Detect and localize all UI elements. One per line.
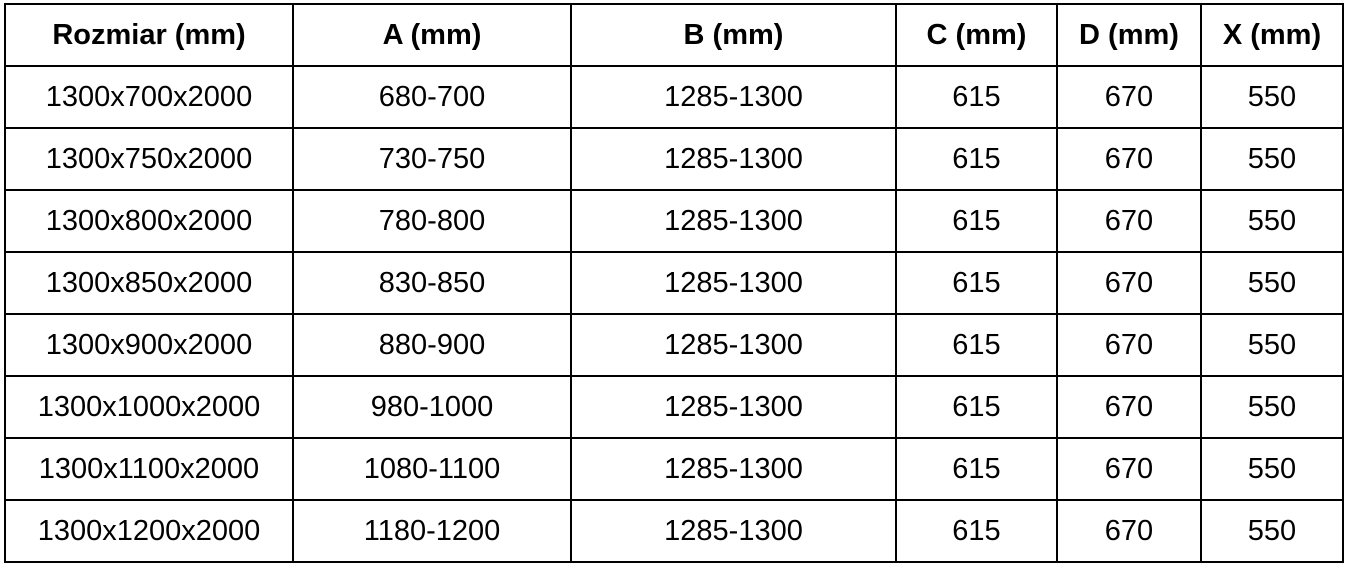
table-cell: 730-750 bbox=[292, 127, 572, 191]
table-cell: 1300x750x2000 bbox=[4, 127, 294, 191]
table-row: 1300x1000x2000 980-1000 1285-1300 615 670 550 bbox=[4, 375, 1344, 439]
table-cell: 1285-1300 bbox=[570, 499, 897, 563]
table-cell: 1285-1300 bbox=[570, 251, 897, 315]
table-cell: 550 bbox=[1200, 189, 1344, 253]
table-cell: 615 bbox=[895, 375, 1058, 439]
table-row: 1300x800x2000 780-800 1285-1300 615 670 550 bbox=[4, 189, 1344, 253]
table-row: 1300x1100x2000 1080-1100 1285-1300 615 670 55… bbox=[4, 437, 1344, 501]
table-cell: 1300x700x2000 bbox=[4, 65, 294, 129]
table-cell: 550 bbox=[1200, 251, 1344, 315]
table-cell: 1300x800x2000 bbox=[4, 189, 294, 253]
table-cell: 1300x900x2000 bbox=[4, 313, 294, 377]
table-cell: 550 bbox=[1200, 65, 1344, 129]
table-cell: 615 bbox=[895, 65, 1058, 129]
table-cell: 670 bbox=[1056, 65, 1202, 129]
table-header: Rozmiar (mm) A (mm) B (mm) C (mm) D (mm) X (m… bbox=[4, 3, 1344, 67]
table-cell: 615 bbox=[895, 313, 1058, 377]
table-cell: 1285-1300 bbox=[570, 127, 897, 191]
table-cell: 615 bbox=[895, 437, 1058, 501]
column-header: Rozmiar (mm) bbox=[4, 3, 294, 67]
table-cell: 1180-1200 bbox=[292, 499, 572, 563]
table-cell: 670 bbox=[1056, 251, 1202, 315]
table-cell: 550 bbox=[1200, 437, 1344, 501]
column-header: B (mm) bbox=[570, 3, 897, 67]
column-header: D (mm) bbox=[1056, 3, 1202, 67]
table-cell: 1285-1300 bbox=[570, 189, 897, 253]
table-cell: 615 bbox=[895, 499, 1058, 563]
table-cell: 670 bbox=[1056, 499, 1202, 563]
table-cell: 1080-1100 bbox=[292, 437, 572, 501]
table-cell: 1285-1300 bbox=[570, 313, 897, 377]
table-row: 1300x1200x2000 1180-1200 1285-1300 615 670 55… bbox=[4, 499, 1344, 563]
table-cell: 550 bbox=[1200, 375, 1344, 439]
table-cell: 780-800 bbox=[292, 189, 572, 253]
table-row: 1300x750x2000 730-750 1285-1300 615 670 550 bbox=[4, 127, 1344, 191]
table-cell: 980-1000 bbox=[292, 375, 572, 439]
column-header: C (mm) bbox=[895, 3, 1058, 67]
table-cell: 1300x850x2000 bbox=[4, 251, 294, 315]
table-row: 1300x850x2000 830-850 1285-1300 615 670 550 bbox=[4, 251, 1344, 315]
table-cell: 670 bbox=[1056, 127, 1202, 191]
table-cell: 880-900 bbox=[292, 313, 572, 377]
table-cell: 1300x1200x2000 bbox=[4, 499, 294, 563]
size-table-container: Rozmiar (mm) A (mm) B (mm) C (mm) D (mm) X (m… bbox=[4, 3, 1344, 563]
table-header-row: Rozmiar (mm) A (mm) B (mm) C (mm) D (mm) X (m… bbox=[4, 3, 1344, 67]
table-cell: 670 bbox=[1056, 313, 1202, 377]
table-cell: 830-850 bbox=[292, 251, 572, 315]
table-row: 1300x900x2000 880-900 1285-1300 615 670 550 bbox=[4, 313, 1344, 377]
table-cell: 680-700 bbox=[292, 65, 572, 129]
table-row: 1300x700x2000 680-700 1285-1300 615 670 550 bbox=[4, 65, 1344, 129]
table-cell: 550 bbox=[1200, 499, 1344, 563]
table-cell: 550 bbox=[1200, 313, 1344, 377]
table-cell: 615 bbox=[895, 251, 1058, 315]
table-cell: 615 bbox=[895, 189, 1058, 253]
table-cell: 1300x1000x2000 bbox=[4, 375, 294, 439]
column-header: A (mm) bbox=[292, 3, 572, 67]
table-cell: 670 bbox=[1056, 375, 1202, 439]
table-cell: 1300x1100x2000 bbox=[4, 437, 294, 501]
size-table: Rozmiar (mm) A (mm) B (mm) C (mm) D (mm) X (m… bbox=[4, 3, 1344, 563]
table-body: 1300x700x2000 680-700 1285-1300 615 670 550 13… bbox=[4, 65, 1344, 563]
table-cell: 1285-1300 bbox=[570, 65, 897, 129]
table-cell: 1285-1300 bbox=[570, 375, 897, 439]
table-cell: 670 bbox=[1056, 437, 1202, 501]
table-cell: 550 bbox=[1200, 127, 1344, 191]
table-cell: 615 bbox=[895, 127, 1058, 191]
table-cell: 1285-1300 bbox=[570, 437, 897, 501]
table-cell: 670 bbox=[1056, 189, 1202, 253]
column-header: X (mm) bbox=[1200, 3, 1344, 67]
